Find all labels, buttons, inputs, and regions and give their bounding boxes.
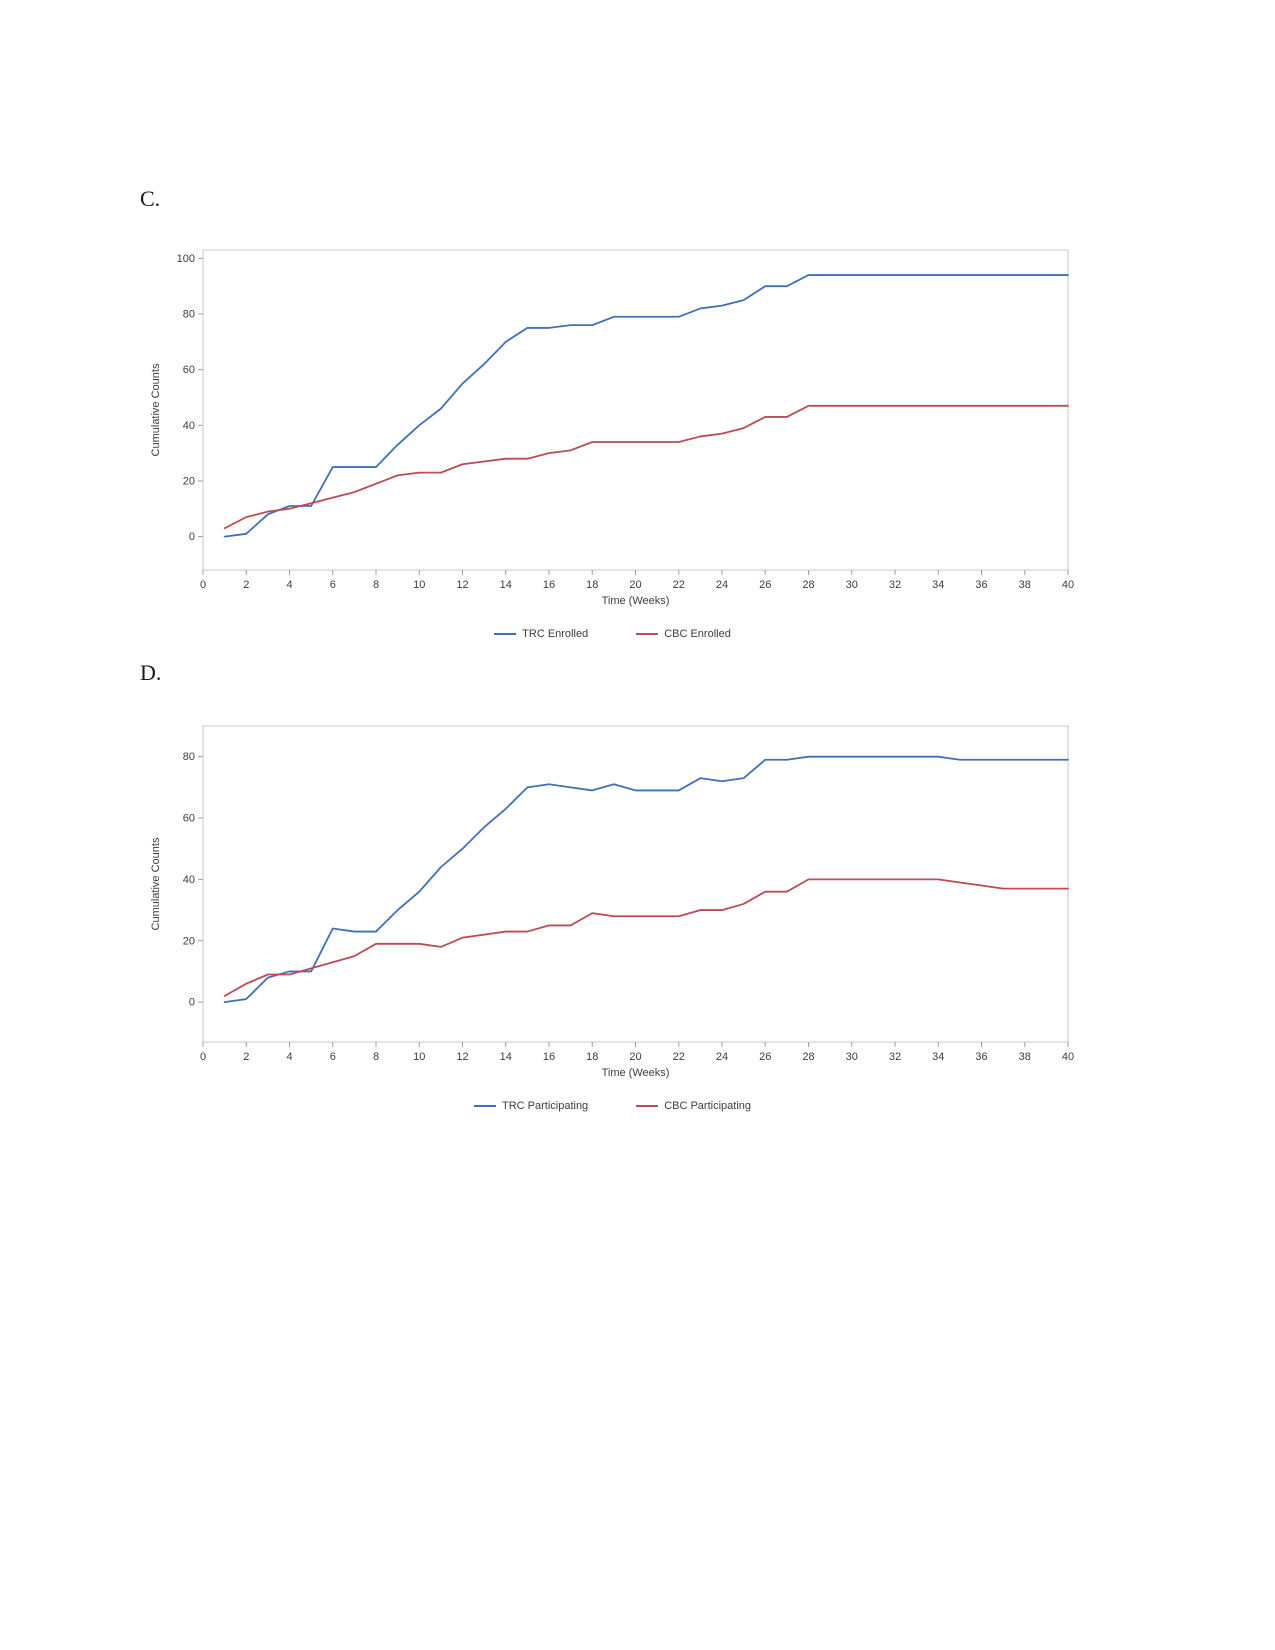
svg-text:28: 28 xyxy=(802,579,814,591)
svg-text:100: 100 xyxy=(177,253,195,265)
svg-text:0: 0 xyxy=(189,997,195,1009)
svg-text:32: 32 xyxy=(889,579,901,591)
svg-text:6: 6 xyxy=(330,579,336,591)
svg-text:16: 16 xyxy=(543,1051,555,1063)
svg-text:30: 30 xyxy=(846,579,858,591)
section-label-c: C. xyxy=(140,186,161,211)
svg-text:0: 0 xyxy=(189,531,195,543)
legend-line-icon xyxy=(636,633,659,635)
section-label-d: D. xyxy=(140,660,162,685)
svg-text:40: 40 xyxy=(183,874,195,886)
svg-text:34: 34 xyxy=(932,1051,944,1063)
svg-text:12: 12 xyxy=(456,1051,468,1063)
svg-text:12: 12 xyxy=(456,579,468,591)
legend-label: CBC Participating xyxy=(664,1100,752,1112)
svg-text:60: 60 xyxy=(183,364,195,376)
legend-item-trc-participating: TRC Participating xyxy=(473,1100,589,1112)
legend-label: CBC Enrolled xyxy=(664,628,731,640)
svg-text:30: 30 xyxy=(846,1051,858,1063)
svg-text:24: 24 xyxy=(716,1051,728,1063)
chart-participating-legend: TRC Participating CBC Participating xyxy=(145,1100,1080,1112)
svg-text:4: 4 xyxy=(286,579,292,591)
svg-text:22: 22 xyxy=(673,579,685,591)
svg-text:18: 18 xyxy=(586,579,598,591)
svg-text:80: 80 xyxy=(183,751,195,763)
svg-text:0: 0 xyxy=(200,579,206,591)
legend-label: TRC Enrolled xyxy=(522,628,589,640)
legend-line-icon xyxy=(473,1105,496,1107)
svg-text:60: 60 xyxy=(183,813,195,825)
svg-text:20: 20 xyxy=(629,1051,641,1063)
svg-text:20: 20 xyxy=(629,579,641,591)
legend-line-icon xyxy=(494,633,517,635)
legend-item-trc-enrolled: TRC Enrolled xyxy=(494,628,588,640)
chart-participating: 0 20 40 60 80 0 2 4 6 8 10 12 14 16 18 20 22 24 26 28 30 32 34… xyxy=(145,716,1080,1112)
svg-text:36: 36 xyxy=(975,579,987,591)
svg-text:14: 14 xyxy=(500,1051,512,1063)
svg-text:40: 40 xyxy=(183,420,195,432)
svg-text:38: 38 xyxy=(1019,1051,1031,1063)
svg-text:14: 14 xyxy=(500,579,512,591)
legend-label: TRC Participating xyxy=(501,1100,589,1112)
svg-text:2: 2 xyxy=(243,1051,249,1063)
svg-text:36: 36 xyxy=(975,1051,987,1063)
svg-text:20: 20 xyxy=(183,935,195,947)
svg-text:20: 20 xyxy=(183,475,195,487)
chart-enrolled-legend: TRC Enrolled CBC Enrolled xyxy=(145,628,1080,640)
svg-text:80: 80 xyxy=(183,309,195,321)
svg-text:Cumulative Counts: Cumulative Counts xyxy=(150,837,162,930)
svg-text:2: 2 xyxy=(243,579,249,591)
legend-item-cbc-participating: CBC Participating xyxy=(636,1100,751,1112)
svg-text:4: 4 xyxy=(286,1051,292,1063)
svg-text:Cumulative Counts: Cumulative Counts xyxy=(150,363,162,456)
svg-text:40: 40 xyxy=(1062,579,1074,591)
legend-line-icon xyxy=(636,1105,659,1107)
svg-text:8: 8 xyxy=(373,1051,379,1063)
svg-text:38: 38 xyxy=(1019,579,1031,591)
svg-text:Time (Weeks): Time (Weeks) xyxy=(602,595,670,607)
svg-text:24: 24 xyxy=(716,579,728,591)
svg-text:28: 28 xyxy=(802,1051,814,1063)
svg-text:16: 16 xyxy=(543,579,555,591)
svg-text:6: 6 xyxy=(330,1051,336,1063)
svg-text:34: 34 xyxy=(932,579,944,591)
svg-text:26: 26 xyxy=(759,579,771,591)
svg-text:10: 10 xyxy=(413,579,425,591)
svg-text:8: 8 xyxy=(373,579,379,591)
svg-text:0: 0 xyxy=(200,1051,206,1063)
svg-text:18: 18 xyxy=(586,1051,598,1063)
svg-text:26: 26 xyxy=(759,1051,771,1063)
svg-text:10: 10 xyxy=(413,1051,425,1063)
legend-item-cbc-enrolled: CBC Enrolled xyxy=(636,628,731,640)
svg-text:22: 22 xyxy=(673,1051,685,1063)
svg-text:32: 32 xyxy=(889,1051,901,1063)
svg-text:Time (Weeks): Time (Weeks) xyxy=(602,1067,670,1079)
chart-enrolled: 0 20 40 60 80 100 0 2 4 6 8 10 12 14 16 18 20 22 24 26 28 30 3… xyxy=(145,240,1080,640)
svg-text:40: 40 xyxy=(1062,1051,1074,1063)
